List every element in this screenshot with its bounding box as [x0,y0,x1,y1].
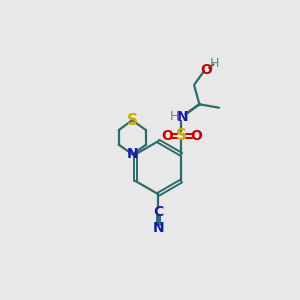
Text: O: O [200,63,212,76]
Text: C: C [153,205,164,219]
Text: N: N [177,110,189,124]
Text: O: O [190,129,202,143]
Text: N: N [153,221,164,235]
Text: H: H [210,57,219,70]
Text: O: O [161,129,173,143]
Text: N: N [127,147,138,161]
Text: H: H [170,110,180,124]
Text: S: S [176,128,187,143]
Text: S: S [127,113,138,128]
